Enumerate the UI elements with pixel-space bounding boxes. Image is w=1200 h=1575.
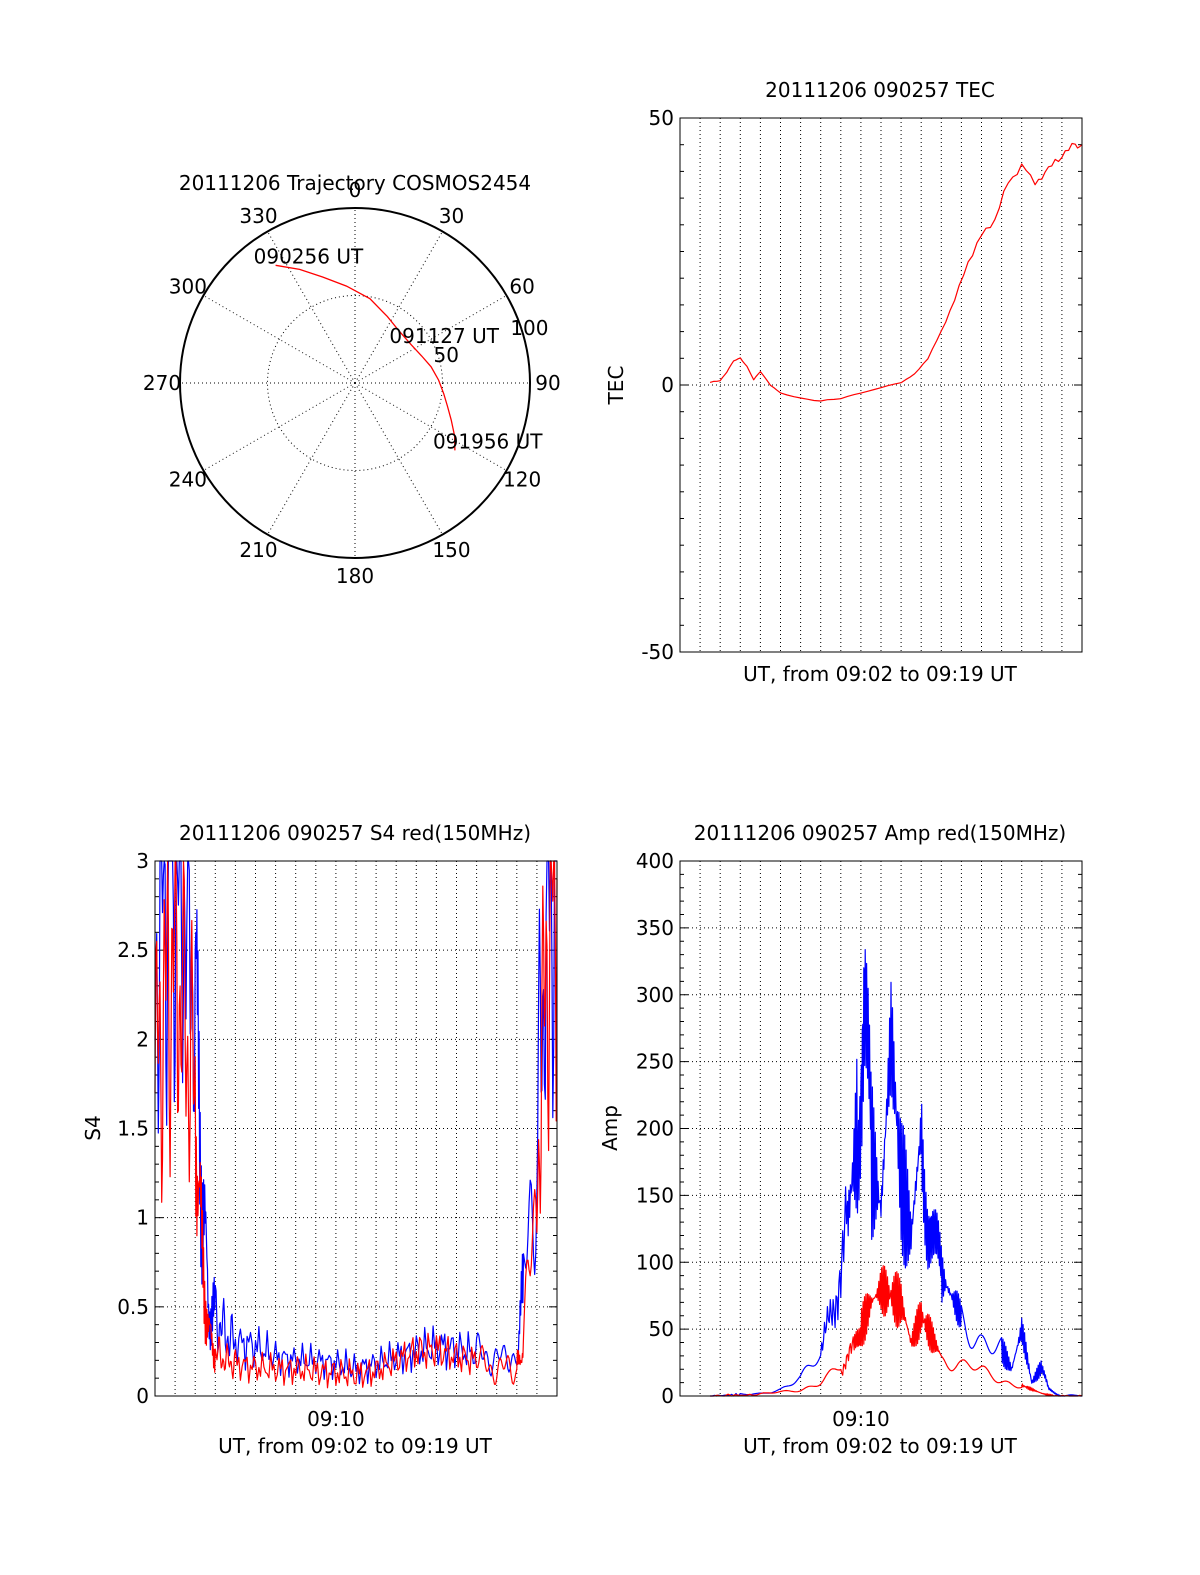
series-line bbox=[710, 949, 1082, 1397]
tec-x-axis-label: UT, from 09:02 to 09:19 UT bbox=[743, 662, 1018, 686]
y-tick-label: -50 bbox=[641, 640, 674, 664]
series-line bbox=[154, 860, 557, 1385]
trajectory-line bbox=[275, 264, 456, 451]
trajectory-time-label: 091127 UT bbox=[389, 324, 499, 348]
y-tick-label: 0.5 bbox=[117, 1295, 149, 1319]
y-tick-label: 150 bbox=[636, 1183, 674, 1207]
polar-radial-label: 50 bbox=[433, 343, 458, 367]
y-tick-label: 250 bbox=[636, 1050, 674, 1074]
amp-y-axis-label: Amp bbox=[598, 1105, 622, 1151]
polar-angle-label: 180 bbox=[336, 564, 374, 588]
y-tick-label: 0 bbox=[661, 1384, 674, 1408]
s4-chart-title: 20111206 090257 S4 red(150MHz) bbox=[179, 821, 531, 845]
polar-inner-circle bbox=[267, 295, 443, 471]
polar-angle-label: 150 bbox=[432, 538, 470, 562]
polar-spoke bbox=[267, 382, 356, 535]
series-line bbox=[154, 860, 558, 1389]
y-tick-label: 2 bbox=[136, 1027, 149, 1051]
polar-angle-label: 240 bbox=[169, 468, 207, 492]
x-tick-label: 09:10 bbox=[307, 1407, 365, 1431]
y-tick-label: 350 bbox=[636, 916, 674, 940]
y-tick-label: 100 bbox=[636, 1250, 674, 1274]
polar-angle-label: 300 bbox=[169, 275, 207, 299]
polar-angle-label: 60 bbox=[509, 275, 534, 299]
series-line bbox=[709, 142, 1083, 402]
s4-chart: 20111206 090257 S4 red(150MHz) UT, from … bbox=[81, 821, 558, 1458]
amp-x-axis-label: UT, from 09:02 to 09:19 UT bbox=[743, 1434, 1018, 1458]
polar-series bbox=[275, 264, 456, 451]
x-tick-label: 09:10 bbox=[832, 1407, 890, 1431]
y-tick-label: 1.5 bbox=[117, 1117, 149, 1141]
y-tick-label: 0 bbox=[661, 373, 674, 397]
s4-y-axis-label: S4 bbox=[81, 1115, 105, 1140]
polar-angle-label: 0 bbox=[349, 178, 362, 202]
polar-trajectory-chart: 20111206 Trajectory COSMOS2454 0 30 60 90 12… bbox=[143, 171, 561, 588]
polar-radial-labels: 50 100 bbox=[433, 316, 548, 367]
plot-frame bbox=[679, 860, 1083, 1397]
polar-angle-label: 330 bbox=[239, 204, 277, 228]
polar-angle-label: 120 bbox=[503, 468, 541, 492]
amp-chart: 20111206 090257 Amp red(150MHz) UT, from… bbox=[598, 821, 1083, 1458]
y-tick-label: 2.5 bbox=[117, 938, 149, 962]
polar-spoke bbox=[354, 231, 443, 384]
tec-chart: 20111206 090257 TEC UT, from 09:02 to 09… bbox=[604, 78, 1083, 686]
y-tick-label: 3 bbox=[136, 849, 149, 873]
trajectory-time-label: 091956 UT bbox=[433, 429, 543, 453]
s4-x-axis-label: UT, from 09:02 to 09:19 UT bbox=[218, 1434, 493, 1458]
polar-radial-label: 100 bbox=[510, 316, 548, 340]
polar-spoke bbox=[354, 382, 507, 471]
polar-spoke bbox=[354, 382, 443, 535]
plot-frame bbox=[679, 117, 1083, 653]
y-tick-label: 0 bbox=[136, 1384, 149, 1408]
y-tick-label: 50 bbox=[649, 1317, 674, 1341]
polar-grid bbox=[179, 207, 531, 559]
polar-angle-label: 270 bbox=[143, 371, 181, 395]
polar-angle-label: 90 bbox=[535, 371, 560, 395]
y-tick-label: 200 bbox=[636, 1117, 674, 1141]
polar-angle-labels: 0 30 60 90 120 150 180 210 240 270 300 330 bbox=[143, 178, 561, 588]
polar-chart-title: 20111206 Trajectory COSMOS2454 bbox=[179, 171, 531, 195]
polar-angle-label: 30 bbox=[439, 204, 464, 228]
tec-y-axis-label: TEC bbox=[604, 366, 628, 406]
tec-chart-title: 20111206 090257 TEC bbox=[765, 78, 995, 102]
y-tick-label: 300 bbox=[636, 983, 674, 1007]
polar-angle-label: 210 bbox=[239, 538, 277, 562]
y-tick-label: 50 bbox=[649, 106, 674, 130]
y-tick-label: 1 bbox=[136, 1206, 149, 1230]
polar-annotations: 090256 UT 091127 UT 091956 UT bbox=[254, 244, 544, 453]
amp-chart-title: 20111206 090257 Amp red(150MHz) bbox=[694, 821, 1066, 845]
y-tick-label: 400 bbox=[636, 849, 674, 873]
polar-outer-circle bbox=[179, 207, 531, 559]
plot-frame bbox=[154, 860, 558, 1397]
series-line bbox=[710, 1265, 1083, 1397]
trajectory-time-label: 090256 UT bbox=[254, 244, 364, 268]
